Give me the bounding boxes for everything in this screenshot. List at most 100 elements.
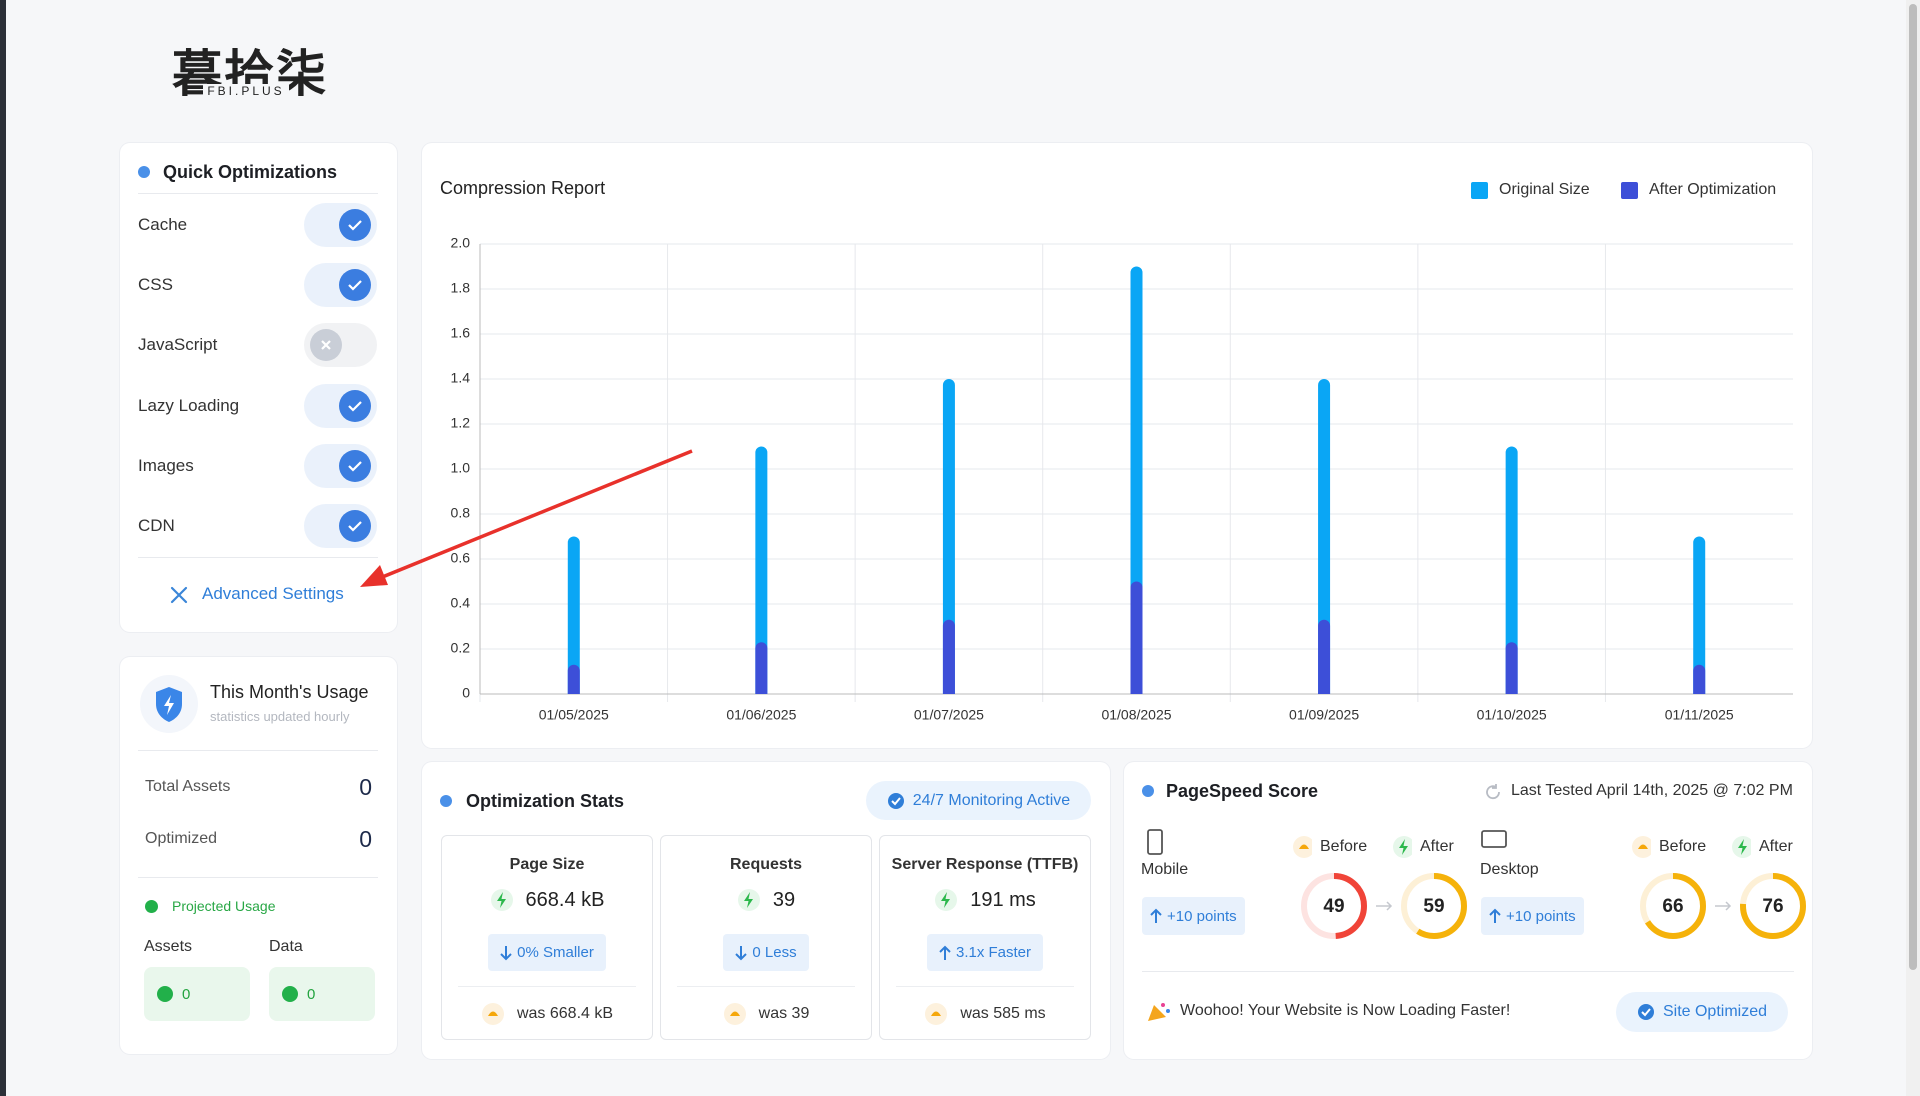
cloud-icon [1293, 836, 1312, 858]
y-tick-label: 1.6 [451, 325, 471, 341]
stat-title: Page Size [509, 856, 585, 873]
bar [1693, 536, 1706, 694]
y-tick-label: 0.4 [451, 595, 471, 611]
stat-change-text: 0 Less [752, 944, 797, 961]
knob-circle [339, 510, 371, 542]
y-tick-label: 1.4 [451, 370, 471, 386]
usage-icon [282, 986, 298, 1002]
stat-change-text: 0% Smaller [517, 944, 594, 961]
option-label: JavaScript [138, 335, 218, 355]
stat-change-text: 3.1x Faster [955, 944, 1032, 961]
knob-circle [339, 209, 371, 241]
divider [896, 986, 1074, 987]
score-text: 49 [1323, 896, 1344, 917]
card-title: Quick Optimizations [163, 162, 338, 182]
toggle[interactable] [304, 203, 377, 247]
scrollbar[interactable] [1906, 0, 1920, 1096]
refresh-icon [1486, 784, 1500, 800]
stat-was-row: was 585 ms [880, 1002, 1090, 1026]
after-label: After [1759, 838, 1793, 855]
improvement-text: +10 points [1167, 907, 1237, 925]
advanced-settings-link[interactable]: Advanced Settings [202, 584, 344, 603]
stat-was: was 39 [758, 1005, 810, 1022]
stat-change: 3.1x Faster [926, 934, 1044, 971]
usage-row-label: Optimized [145, 830, 218, 847]
usage-row-value: 0 [359, 826, 372, 852]
divider [138, 750, 378, 751]
score-ring: 66 [1640, 873, 1706, 939]
check-mark [348, 521, 362, 532]
party-icon [1148, 1003, 1170, 1021]
ring-value [1401, 873, 1467, 939]
y-tick-label: 2.0 [451, 235, 471, 251]
stat-title: Server Response (TTFB) [891, 856, 1079, 873]
toggle-knob [339, 269, 371, 302]
icon-glyph [496, 892, 506, 908]
divider [138, 193, 378, 194]
arrow-glyph [939, 945, 951, 960]
bar [755, 446, 768, 694]
icon-glyph [1299, 844, 1309, 849]
score-ring: 76 [1740, 873, 1806, 939]
pagespeed-card: PageSpeed Score Last Tested April 14th, … [1124, 762, 1812, 1059]
divider [138, 557, 378, 558]
legend-swatch [1471, 182, 1488, 199]
scroll-thumb[interactable] [1909, 4, 1917, 970]
monitoring-badge[interactable]: 24/7 Monitoring Active [866, 781, 1091, 820]
quick-optimizations-card: Quick Optimizations Advanced Settings Ca… [120, 143, 397, 632]
x-tick-label: 01/07/2025 [914, 707, 984, 723]
cloud-icon [925, 1003, 948, 1025]
score-text: 66 [1662, 896, 1683, 917]
toggle-knob [339, 389, 371, 422]
icon-glyph [1738, 839, 1747, 855]
toggle[interactable] [304, 323, 377, 368]
toggle-knob [339, 510, 371, 542]
device-name: Mobile [1141, 861, 1189, 878]
up-arrow [1150, 908, 1162, 923]
arrow-glyph [1489, 908, 1501, 923]
toggle[interactable] [304, 383, 377, 428]
y-tick-label: 1.8 [451, 280, 471, 296]
cloud-icon [1632, 836, 1651, 858]
stat-box: Page Size 668.4 kB 0% Smaller was 668.4 kB [441, 835, 653, 1040]
bar [1318, 619, 1331, 694]
card-title: PageSpeed Score [1166, 781, 1319, 801]
check-mark [348, 280, 362, 291]
usage-row-value: 0 [359, 774, 372, 800]
before-label: Before [1320, 838, 1368, 855]
bar [1693, 664, 1706, 694]
device-outline [1481, 830, 1507, 848]
after-label-row: After [1731, 835, 1793, 859]
divider [1142, 971, 1794, 972]
check-mark [348, 220, 362, 231]
stat-change-wrap: 0 Less [661, 934, 871, 971]
stat-change-wrap: 3.1x Faster [880, 934, 1090, 971]
y-tick-label: 0.2 [451, 640, 471, 656]
logo-sub: FBI.PLUS [180, 84, 312, 98]
stat-box: Requests 39 0 Less was 39 [660, 835, 872, 1040]
before-label-row: Before [1631, 835, 1706, 859]
stat-value-row: 668.4 kB [442, 888, 652, 912]
toggle[interactable] [304, 443, 377, 488]
projected-label: Projected Usage [172, 898, 276, 914]
divider [677, 986, 855, 987]
x-tick-label: 01/06/2025 [726, 707, 796, 723]
site-optimized-badge[interactable]: Site Optimized [1616, 992, 1788, 1032]
usage-box: 0 [269, 967, 375, 1021]
toggle[interactable] [304, 263, 377, 308]
stat-value: 668.4 kB [525, 888, 605, 911]
toggle[interactable] [304, 504, 377, 548]
score-text: 76 [1762, 896, 1783, 917]
option-label: Images [138, 455, 194, 475]
y-tick-label: 1.2 [451, 415, 471, 431]
stat-value-row: 191 ms [880, 888, 1090, 912]
device-icon [1147, 829, 1163, 855]
shield-icon [140, 675, 198, 733]
arrow-glyph [1150, 908, 1162, 923]
check-mark [348, 400, 362, 412]
before-label: Before [1659, 838, 1707, 855]
icon-glyph [931, 1011, 942, 1016]
option-label: Lazy Loading [138, 395, 240, 415]
cloud-icon [723, 1003, 746, 1025]
